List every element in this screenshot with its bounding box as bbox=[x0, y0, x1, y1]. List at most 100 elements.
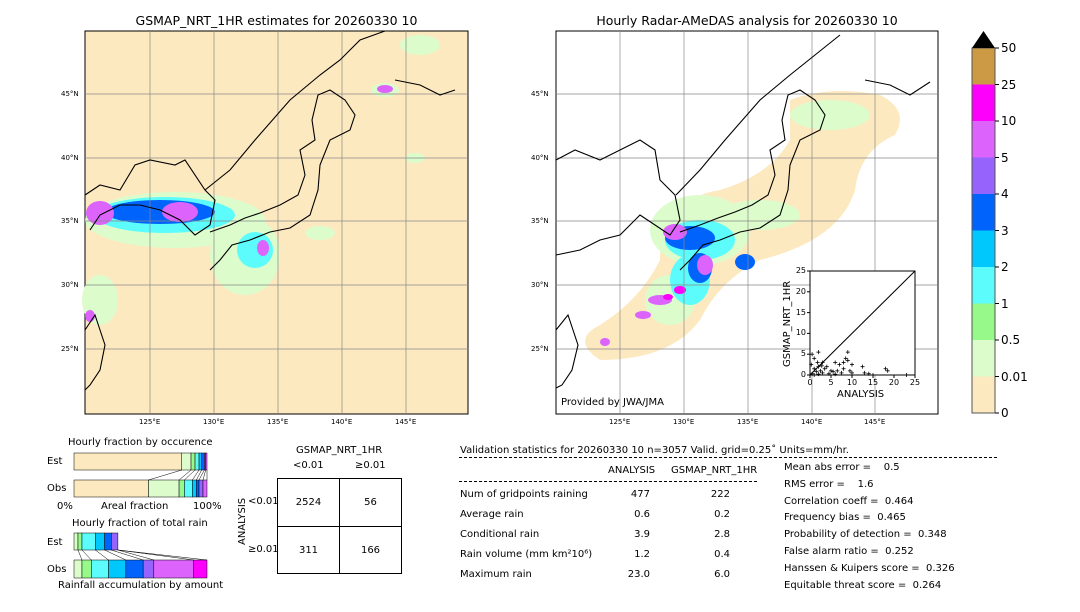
contingency-cell: 166 bbox=[360, 545, 381, 556]
occurrence-obs-segment bbox=[196, 479, 200, 498]
scatter-point bbox=[850, 370, 854, 375]
lat-label: 45°N bbox=[531, 90, 549, 98]
contingency-row-axis: ANALYSIS bbox=[237, 497, 248, 545]
occurrence-obs-segment bbox=[178, 479, 185, 498]
stats-row-analysis: 0.6 bbox=[634, 509, 650, 520]
scatter-point bbox=[841, 366, 846, 371]
stats-score: Mean abs error = 0.5 bbox=[784, 462, 900, 473]
left-map-title: GSMAP_NRT_1HR estimates for 20260330 10 bbox=[135, 13, 418, 28]
lat-label: 40°N bbox=[531, 154, 549, 162]
occurrence-obs-label: Obs bbox=[47, 483, 67, 494]
scatter-point bbox=[847, 368, 852, 373]
colorbar-label: 1 bbox=[1001, 296, 1009, 311]
occurrence-obs-segment bbox=[202, 479, 208, 498]
contingency-row-label: <0.01 bbox=[248, 496, 279, 507]
scatter-point bbox=[833, 360, 838, 365]
lat-label: 30°N bbox=[61, 281, 79, 289]
stats-divider bbox=[459, 457, 997, 458]
scatter-point bbox=[816, 372, 821, 377]
scatter-point bbox=[845, 358, 850, 363]
lon-label: 125°E bbox=[609, 418, 631, 426]
contingency-cell: 2524 bbox=[295, 497, 322, 508]
stats-row-label: Num of gridpoints raining bbox=[460, 489, 588, 500]
contingency-cell: 56 bbox=[364, 497, 377, 508]
scatter-point bbox=[810, 371, 815, 376]
total-rain-est-segment bbox=[81, 532, 96, 551]
colorbar-segment bbox=[972, 303, 995, 340]
total-rain-est-segment bbox=[110, 532, 119, 551]
scatter-xlabel: ANALYSIS bbox=[837, 389, 885, 400]
total-rain-title: Hourly fraction of total rain bbox=[72, 518, 208, 529]
stats-row-label: Average rain bbox=[460, 509, 524, 520]
colorbar-segment bbox=[972, 157, 995, 194]
scatter-point bbox=[850, 362, 854, 367]
scatter-point bbox=[819, 363, 824, 368]
right-map-title: Hourly Radar-AMeDAS analysis for 2026033… bbox=[596, 13, 898, 28]
stats-row-label: Maximum rain bbox=[460, 569, 532, 580]
colorbar-segment bbox=[972, 121, 995, 158]
occurrence-est-segment bbox=[205, 452, 208, 471]
occurrence-est-segment bbox=[194, 452, 200, 471]
lat-label: 45°N bbox=[61, 90, 79, 98]
stats-score: Hanssen & Kuipers score = 0.326 bbox=[784, 562, 955, 574]
total-rain-obs-label: Obs bbox=[47, 564, 67, 575]
colorbar-segment bbox=[972, 267, 995, 304]
occurrence-x-right: 100% bbox=[193, 501, 222, 512]
total-rain-obs-segment bbox=[193, 559, 208, 579]
lat-label: 25°N bbox=[61, 345, 79, 353]
stats-row-analysis: 1.2 bbox=[634, 549, 650, 560]
scatter-ytick-label: 5 bbox=[800, 349, 806, 359]
scatter-point bbox=[883, 366, 888, 371]
lon-label: 130°E bbox=[673, 418, 695, 426]
data-credit: Provided by JWA/JMA bbox=[561, 397, 664, 408]
scatter-diagonal bbox=[809, 270, 916, 376]
colorbar-label: 0.01 bbox=[1001, 369, 1028, 384]
stats-col-divider bbox=[459, 481, 757, 482]
lat-label: 35°N bbox=[531, 217, 549, 225]
scatter-xtick-label: 10 bbox=[846, 378, 858, 387]
stats-col-analysis: ANALYSIS bbox=[608, 465, 656, 476]
occurrence-obs-segment bbox=[192, 479, 197, 498]
occurrence-title: Hourly fraction by occurence bbox=[68, 437, 213, 448]
lat-label: 25°N bbox=[531, 345, 549, 353]
scatter-point bbox=[845, 350, 850, 355]
occurrence-est-segment bbox=[190, 452, 196, 471]
total-rain-xlabel: Rainfall accumulation by amount bbox=[58, 580, 224, 591]
stats-row-label: Rain volume (mm km²10⁶) bbox=[460, 549, 593, 560]
scatter-point bbox=[820, 370, 825, 375]
total-rain-obs-segment bbox=[108, 559, 127, 579]
colorbar-label: 25 bbox=[1001, 77, 1017, 92]
total-rain-est-label: Est bbox=[47, 537, 63, 548]
total-rain-obs-segment bbox=[142, 559, 155, 579]
scatter-point bbox=[812, 373, 817, 377]
scatter-point bbox=[814, 369, 819, 374]
scatter-point bbox=[826, 371, 831, 376]
stats-row-label: Conditional rain bbox=[460, 529, 540, 540]
colorbar-segment bbox=[972, 376, 995, 413]
lat-label: 35°N bbox=[61, 217, 79, 225]
stats-score: Equitable threat score = 0.264 bbox=[784, 579, 942, 591]
scatter-point bbox=[837, 362, 842, 367]
contingency-cell: 311 bbox=[298, 545, 319, 556]
colorbar-label: 0 bbox=[1001, 406, 1009, 420]
scatter-point bbox=[820, 360, 825, 365]
scatter-point bbox=[839, 370, 844, 375]
scatter-point bbox=[816, 364, 821, 369]
stats-row-gsmap: 2.8 bbox=[714, 529, 730, 540]
total-rain-obs-segment bbox=[125, 559, 144, 579]
occurrence-est-label: Est bbox=[47, 456, 63, 467]
scatter-point bbox=[818, 368, 823, 373]
lon-label: 135°E bbox=[737, 418, 759, 426]
occurrence-x-left: 0% bbox=[57, 501, 73, 512]
scatter-point bbox=[815, 360, 820, 365]
scatter-point bbox=[809, 362, 814, 367]
occurrence-est-segment bbox=[198, 452, 202, 471]
scatter-point bbox=[810, 352, 815, 357]
lon-label: 145°E bbox=[395, 418, 417, 426]
scatter-point bbox=[860, 364, 865, 369]
left-map bbox=[82, 30, 469, 415]
scatter-point bbox=[843, 356, 848, 361]
stats-col-gsmap: GSMAP_NRT_1HR bbox=[671, 465, 758, 476]
occurrence-obs-segment bbox=[184, 479, 193, 498]
